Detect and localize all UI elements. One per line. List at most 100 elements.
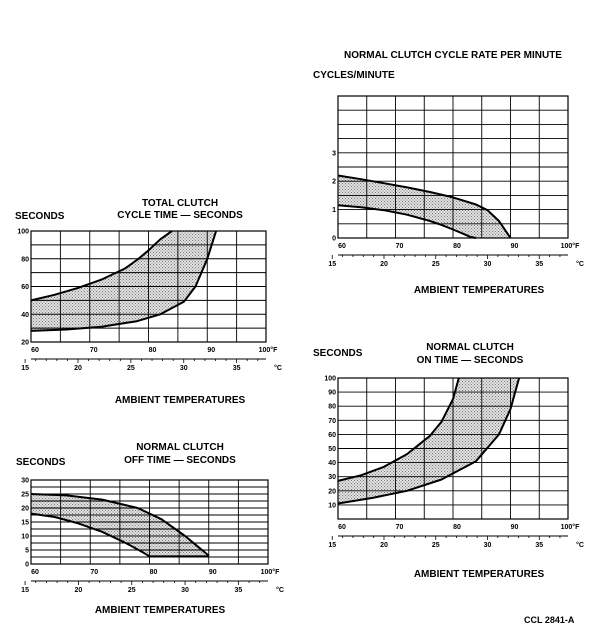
y-tick-label: 80 xyxy=(21,256,29,263)
x-tick-label-f: 70 xyxy=(396,524,404,531)
x-axis-label: AMBIENT TEMPERATURES xyxy=(413,285,545,296)
plot-frame xyxy=(337,95,569,239)
x-tick-label-c: 35 xyxy=(535,261,543,268)
x-tick-label-f: 100°F xyxy=(561,242,580,250)
x-tick-label-f: 70 xyxy=(90,569,98,576)
x-axis-label: AMBIENT TEMPERATURES xyxy=(94,605,226,616)
chart-title-line: NORMAL CLUTCH xyxy=(136,442,224,453)
y-tick-label: 80 xyxy=(328,404,336,411)
y-tick-label: 30 xyxy=(21,478,29,485)
y-axis-label: CYCLES/MINUTE xyxy=(313,70,395,81)
x-tick-label-f: 70 xyxy=(396,243,404,250)
x-tick-label-c: 30 xyxy=(180,365,188,372)
upper-boundary-curve xyxy=(337,377,460,482)
celsius-unit-label: °C xyxy=(576,541,584,549)
x-tick-label-f: 80 xyxy=(149,347,157,354)
upper-boundary-curve xyxy=(337,174,512,239)
y-tick-label: 50 xyxy=(328,446,336,453)
lower-boundary-curve xyxy=(30,512,209,558)
plot-frame xyxy=(337,377,569,520)
shaded-range-area xyxy=(338,378,520,504)
x-tick-label-c: 15 xyxy=(328,261,336,268)
x-tick-label-c: 15 xyxy=(328,542,336,549)
y-tick-label: 60 xyxy=(328,432,336,439)
y-tick-label: 90 xyxy=(328,390,336,397)
chart-title-line: TOTAL CLUTCH xyxy=(141,198,219,209)
x-tick-label-c: 20 xyxy=(75,587,83,594)
chart-title-line: OFF TIME — SECONDS xyxy=(124,455,236,466)
y-tick-label: 15 xyxy=(21,520,29,527)
y-tick-label: 20 xyxy=(21,506,29,513)
y-axis-label: SECONDS xyxy=(15,211,65,222)
y-tick-label: 100 xyxy=(17,229,29,236)
x-tick-label-f: 80 xyxy=(150,569,158,576)
y-tick-label: 10 xyxy=(21,534,29,541)
celsius-unit-label: °C xyxy=(276,586,284,594)
plot-frame xyxy=(30,230,267,343)
celsius-unit-label: °C xyxy=(576,260,584,268)
chart-title-line: NORMAL CLUTCH xyxy=(426,342,514,353)
y-tick-label: 60 xyxy=(21,284,29,291)
x-tick-label-f: 90 xyxy=(511,524,519,531)
x-tick-label-f: 100°F xyxy=(261,568,280,576)
x-tick-label-f: 80 xyxy=(453,524,461,531)
figure-id: CCL 2841-A xyxy=(524,615,575,625)
y-tick-label: 2 xyxy=(332,179,336,186)
chart-title-line: CYCLE TIME — SECONDS xyxy=(117,210,243,221)
x-tick-label-f: 100°F xyxy=(561,523,580,531)
lower-boundary-curve xyxy=(30,230,218,332)
x-tick-label-c: 30 xyxy=(484,542,492,549)
x-tick-label-f: 70 xyxy=(90,347,98,354)
x-tick-label-c: 15 xyxy=(21,587,29,594)
y-tick-label: 30 xyxy=(328,474,336,481)
chart-title-line: NORMAL CLUTCH CYCLE RATE PER MINUTE xyxy=(344,50,562,61)
x-tick-label-c: 30 xyxy=(181,587,189,594)
x-tick-label-c: 20 xyxy=(380,542,388,549)
plot-frame xyxy=(30,479,269,565)
x-tick-label-f: 100°F xyxy=(259,346,278,354)
x-tick-label-f: 90 xyxy=(207,347,215,354)
x-tick-label-c: 15 xyxy=(21,365,29,372)
x-axis-label: AMBIENT TEMPERATURES xyxy=(413,569,545,580)
x-tick-label-c: 25 xyxy=(432,261,440,268)
y-tick-label: 100 xyxy=(324,376,336,383)
x-tick-label-c: 25 xyxy=(432,542,440,549)
x-tick-label-f: 60 xyxy=(338,524,346,531)
chart-title-line: ON TIME — SECONDS xyxy=(416,355,524,366)
shaded-range-area xyxy=(31,231,217,331)
y-tick-label: 5 xyxy=(25,548,29,555)
x-axis-label: AMBIENT TEMPERATURES xyxy=(114,395,246,406)
y-tick-label: 40 xyxy=(21,312,29,319)
upper-boundary-curve xyxy=(30,493,210,557)
y-axis-label: SECONDS xyxy=(313,348,363,359)
x-tick-label-f: 80 xyxy=(453,243,461,250)
upper-boundary-curve xyxy=(30,230,173,302)
lower-boundary-curve xyxy=(337,377,521,505)
x-tick-label-c: 20 xyxy=(74,365,82,372)
y-tick-label: 70 xyxy=(328,418,336,425)
y-tick-label: 1 xyxy=(332,207,336,214)
x-tick-label-c: 35 xyxy=(234,587,242,594)
x-tick-label-c: 25 xyxy=(128,587,136,594)
x-tick-label-c: 25 xyxy=(127,365,135,372)
x-tick-label-c: 35 xyxy=(535,542,543,549)
x-tick-label-f: 90 xyxy=(511,243,519,250)
x-tick-label-c: 20 xyxy=(380,261,388,268)
y-axis-label: SECONDS xyxy=(16,457,66,468)
x-tick-label-f: 60 xyxy=(31,347,39,354)
x-tick-label-f: 60 xyxy=(338,243,346,250)
y-tick-label: 20 xyxy=(21,340,29,347)
y-tick-label: 3 xyxy=(332,150,336,157)
y-tick-label: 0 xyxy=(25,562,29,569)
y-tick-label: 25 xyxy=(21,492,29,499)
lower-boundary-curve xyxy=(337,204,477,239)
celsius-unit-label: °C xyxy=(274,364,282,372)
y-tick-label: 20 xyxy=(328,488,336,495)
x-tick-label-f: 60 xyxy=(31,569,39,576)
x-tick-label-f: 90 xyxy=(209,569,217,576)
y-tick-label: 40 xyxy=(328,460,336,467)
x-tick-label-c: 35 xyxy=(233,365,241,372)
y-tick-label: 10 xyxy=(328,502,336,509)
x-tick-label-c: 30 xyxy=(484,261,492,268)
